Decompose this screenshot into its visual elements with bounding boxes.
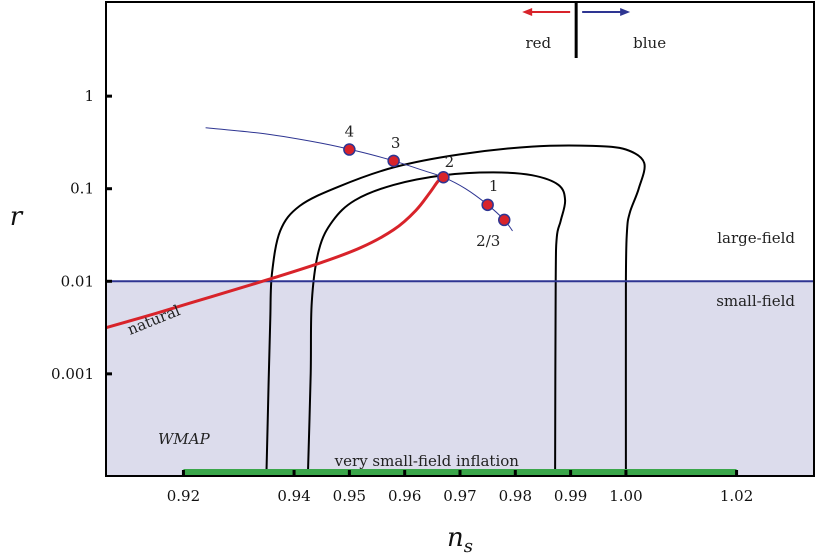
marker-label-1: 3 xyxy=(391,134,401,152)
marker-2 xyxy=(437,170,450,184)
x-tick-label-3: 0.96 xyxy=(388,487,421,505)
y-tick-label-3: 0.001 xyxy=(51,365,94,383)
wmap-outer-contour xyxy=(265,144,646,476)
x-tick-label-6: 0.99 xyxy=(554,487,587,505)
y-tick-label-1: 0.1 xyxy=(70,180,94,198)
monomial-markers: 4 3 2 1 2/3 xyxy=(343,123,511,250)
blue-arrow-head xyxy=(620,8,631,16)
small-field-label: small-field xyxy=(716,292,795,310)
natural-inflation-curve xyxy=(105,175,445,330)
marker-label-4: 2/3 xyxy=(476,232,500,250)
axis-ticks: 0.92 0.94 0.95 0.96 0.97 0.98 0.99 1.00 1.02 1 0.1… xyxy=(51,87,753,505)
x-axis-title: ns xyxy=(447,523,473,556)
y-axis-title: r xyxy=(10,202,24,232)
large-field-label: large-field xyxy=(717,229,795,247)
x-axis-title-subscript: s xyxy=(464,536,473,556)
x-tick-label-5: 0.98 xyxy=(499,487,532,505)
x-axis-title-main: n xyxy=(447,523,464,553)
very-small-field-label: very small-field inflation xyxy=(334,452,520,470)
x-tick-label-8: 1.02 xyxy=(720,487,753,505)
blue-label: blue xyxy=(633,34,666,52)
x-tick-label-7: 1.00 xyxy=(609,487,642,505)
wmap-contours xyxy=(265,144,646,476)
y-tick-label-0: 1 xyxy=(84,87,94,105)
small-field-region xyxy=(106,281,814,476)
x-tick-label-2: 0.95 xyxy=(333,487,366,505)
red-label: red xyxy=(526,34,552,52)
y-tick-label-2: 0.01 xyxy=(61,272,94,290)
marker-label-3: 1 xyxy=(489,177,499,195)
marker-4 xyxy=(498,213,511,227)
x-tick-label-4: 0.97 xyxy=(443,487,476,505)
red-arrow-head xyxy=(522,8,533,16)
wmap-label: WMAP xyxy=(158,430,211,448)
marker-0 xyxy=(343,143,356,156)
monomial-curve xyxy=(205,127,513,232)
red-blue-divider xyxy=(522,2,631,58)
x-tick-label-1: 0.94 xyxy=(277,487,310,505)
wmap-inner-contour xyxy=(306,171,567,476)
marker-label-2: 2 xyxy=(445,153,455,171)
marker-3 xyxy=(481,198,494,212)
marker-1 xyxy=(387,154,400,168)
marker-label-0: 4 xyxy=(345,123,355,141)
x-tick-label-0: 0.92 xyxy=(167,487,200,505)
